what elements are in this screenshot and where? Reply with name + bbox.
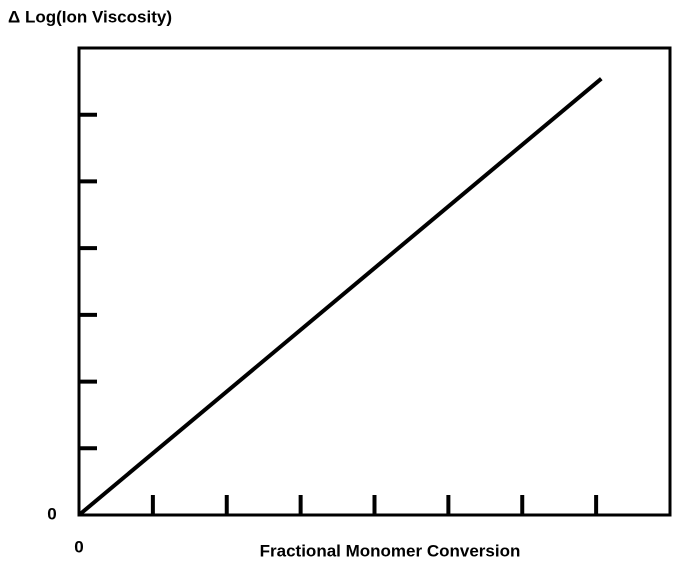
x-tick-label: 0 — [74, 537, 83, 556]
plot-frame — [77, 46, 672, 517]
x-axis-label: Fractional Monomer Conversion — [260, 541, 521, 560]
y-tick-label: 0 — [47, 504, 56, 523]
chart-title: Δ Log(Ion Viscosity) — [8, 7, 172, 26]
data-line — [77, 77, 603, 517]
